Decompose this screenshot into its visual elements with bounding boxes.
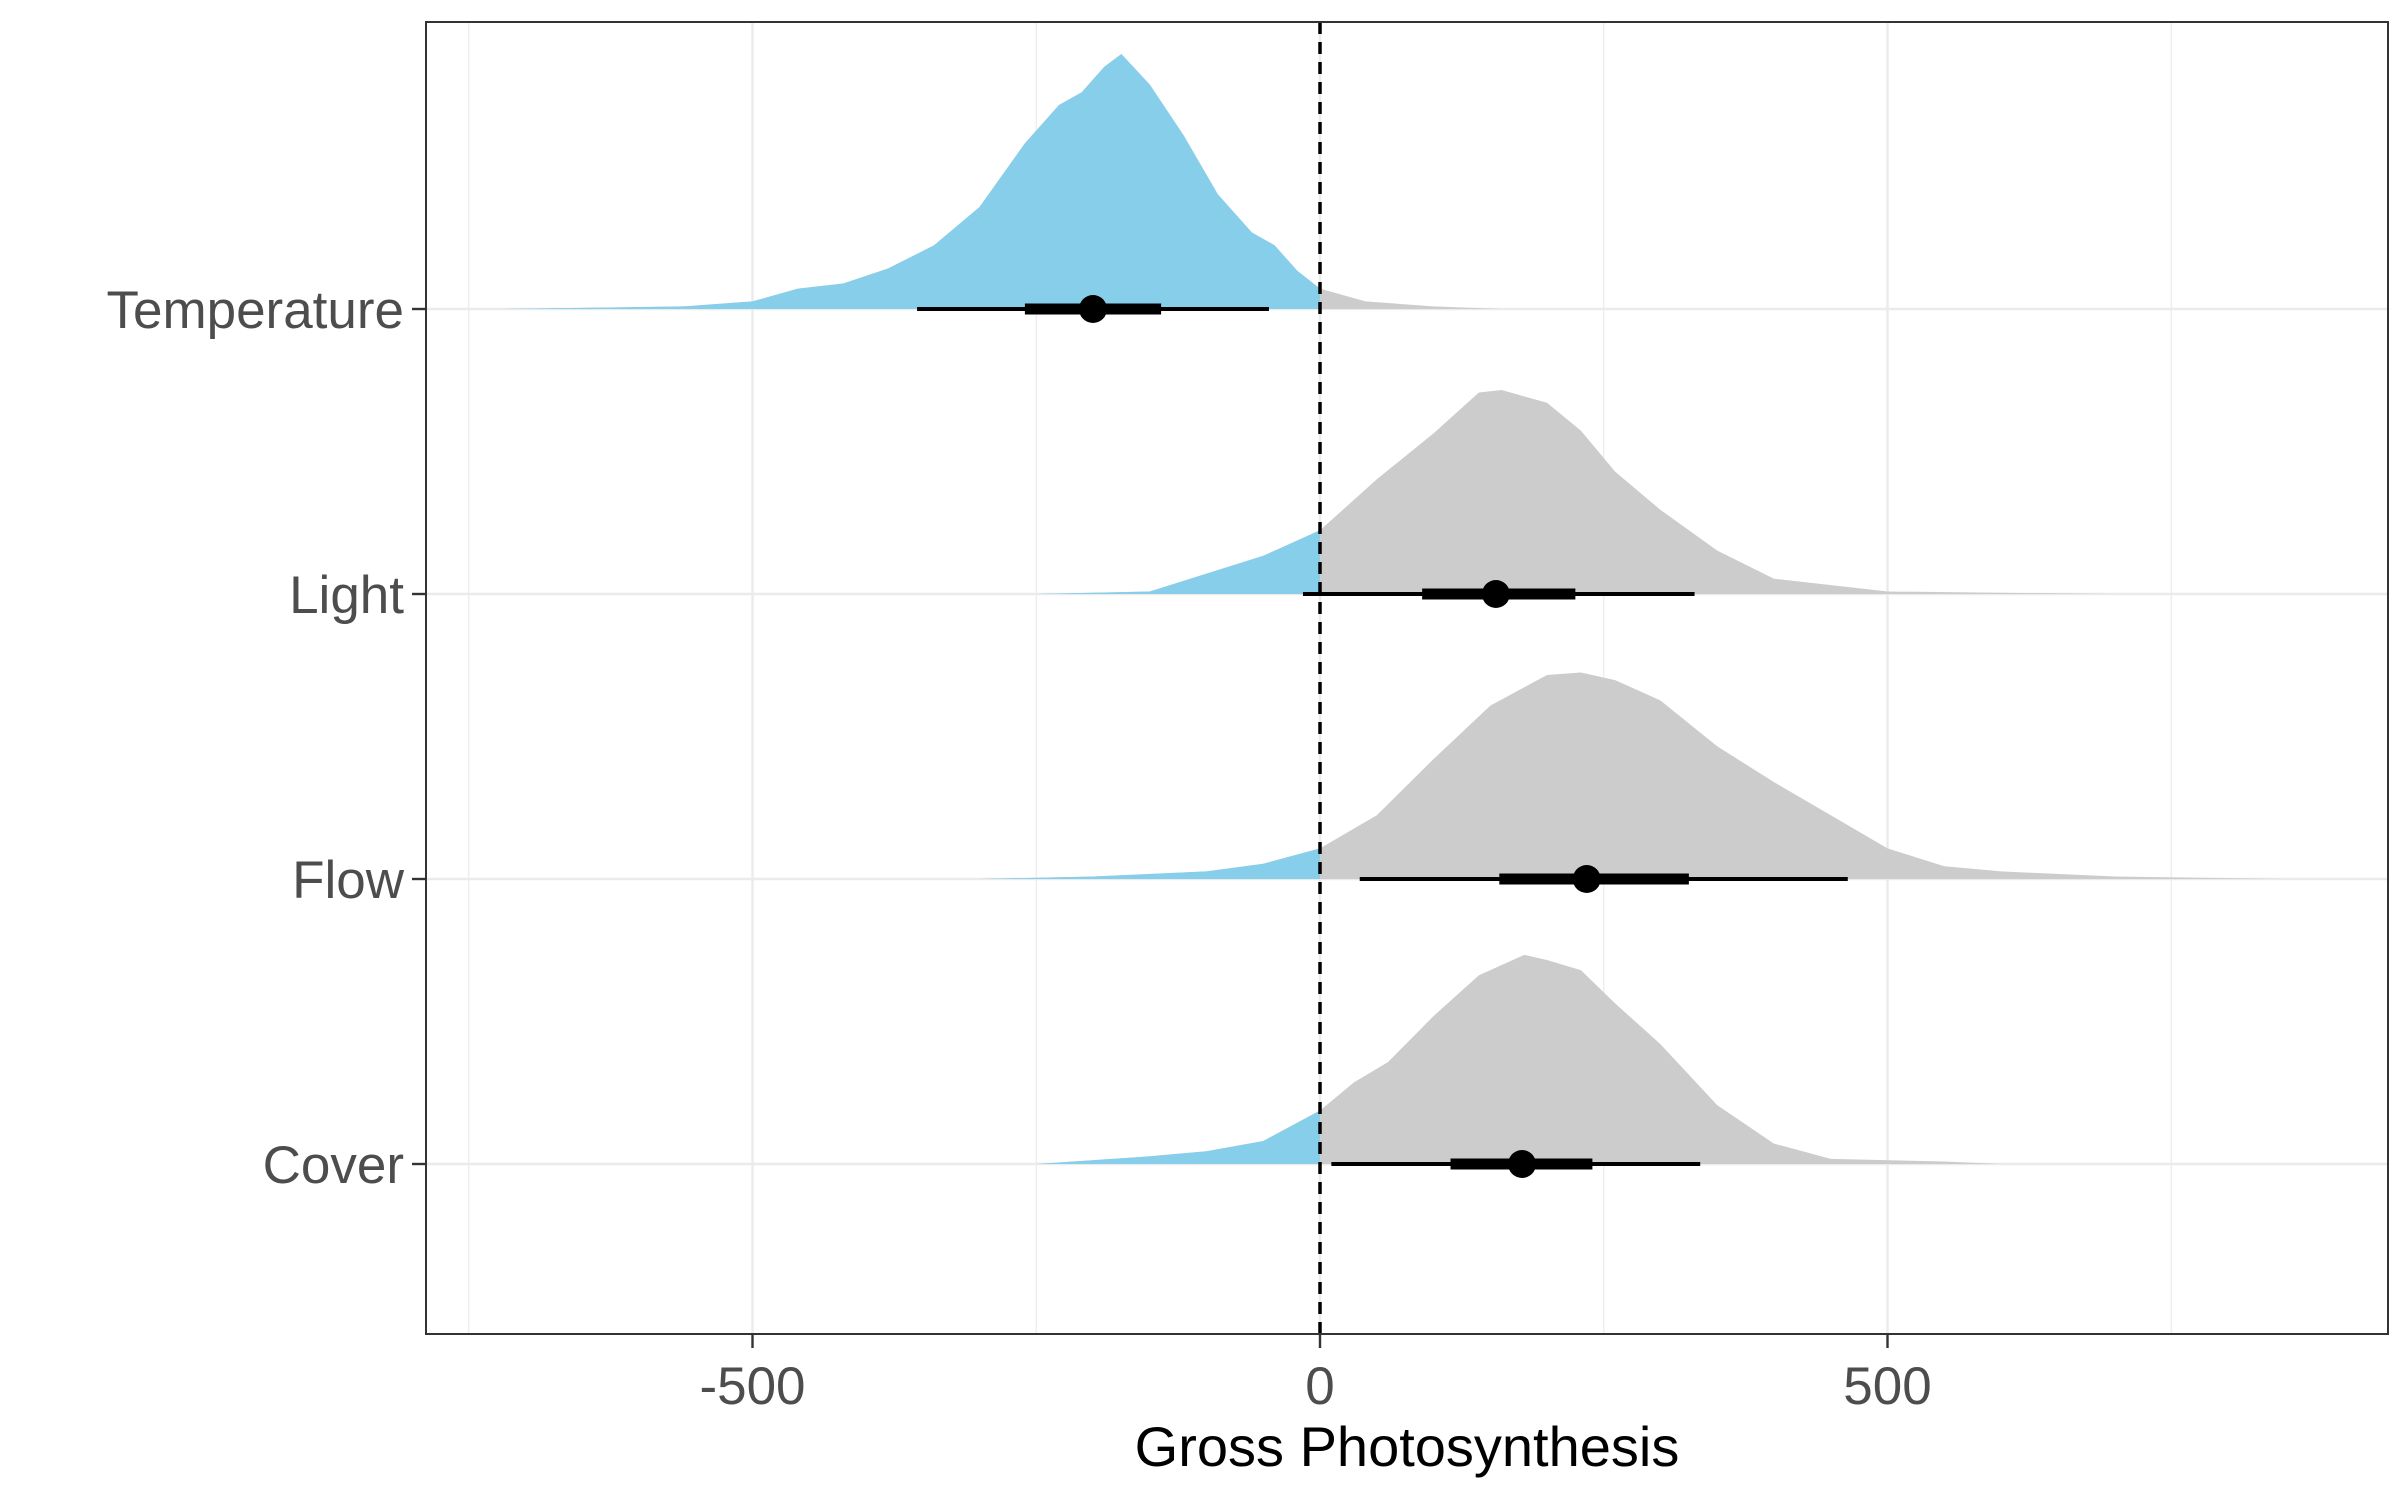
density-light	[1036, 390, 2115, 594]
y-tick-label: Flow	[292, 851, 405, 910]
interval-layer	[917, 295, 1848, 1178]
median-point-cover	[1508, 1150, 1537, 1178]
density-below-zero-light	[1036, 530, 1320, 594]
median-point-temperature	[1079, 295, 1107, 323]
x-tick-label: 500	[1843, 1357, 1931, 1416]
density-cover	[1036, 954, 2001, 1164]
y-tick-label: Cover	[263, 1136, 404, 1195]
x-axis: -500 0 500	[699, 1334, 1932, 1416]
density-below-zero-cover	[1036, 1110, 1320, 1164]
median-point-light	[1481, 580, 1510, 608]
density-below-zero-flow	[979, 848, 1320, 879]
y-tick-label: Temperature	[106, 281, 404, 340]
density-flow	[979, 672, 2285, 879]
x-tick-label: -500	[699, 1357, 805, 1416]
median-point-flow	[1572, 865, 1601, 893]
y-tick-label: Light	[289, 566, 404, 625]
density-layer	[502, 54, 2285, 1164]
y-axis: Temperature Light Flow Cover	[106, 281, 426, 1195]
x-axis-title: Gross Photosynthesis	[1135, 1415, 1680, 1478]
panel-border	[425, 21, 2389, 1335]
density-below-zero-temperature	[502, 54, 1320, 309]
x-tick-label: 0	[1305, 1357, 1334, 1416]
